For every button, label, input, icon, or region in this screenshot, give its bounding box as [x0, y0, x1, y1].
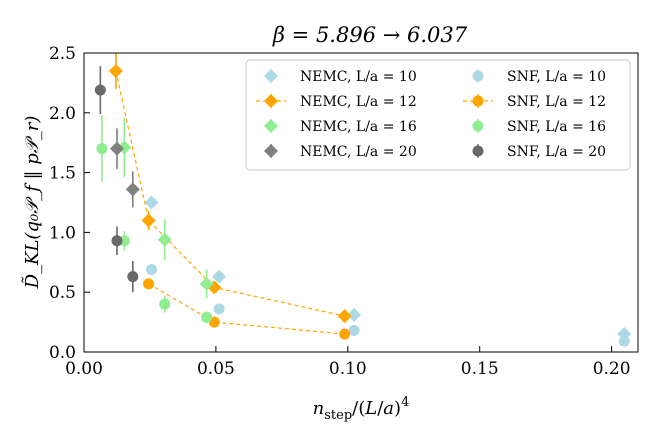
legend-marker-snf-20: [472, 145, 484, 157]
x-axis-title: nstep/(L/a)4: [313, 395, 410, 423]
legend-label-snf-16: SNF, L/a = 16: [507, 119, 606, 135]
legend-marker-snf-12: [472, 95, 484, 107]
x-axis-title-exp: 4: [401, 395, 409, 410]
data-point-snf-10: [146, 263, 158, 275]
data-point-snf-10: [348, 324, 360, 336]
legend-label-snf-10: SNF, L/a = 10: [507, 69, 606, 85]
y-tick-label: 1.5: [49, 164, 76, 184]
data-point-snf-12: [143, 278, 155, 290]
x-axis-title-slash: /: [377, 398, 384, 419]
series-line-nemc-12: [115, 70, 345, 317]
data-markers: [94, 63, 632, 347]
data-point-nemc-16: [157, 232, 172, 247]
x-tick-label: 0.15: [461, 359, 499, 379]
data-point-nemc-20: [109, 141, 124, 156]
legend-label-nemc-16: NEMC, L/a = 16: [300, 119, 417, 135]
x-axis-title-a: a: [383, 398, 394, 419]
series-line-snf-12: [148, 283, 345, 335]
x-axis-title-sub: step: [324, 408, 352, 423]
data-point-snf-12: [339, 328, 351, 340]
data-point-nemc-10: [347, 307, 362, 322]
data-point-nemc-10: [144, 195, 159, 210]
y-tick-label: 0.5: [49, 283, 76, 303]
data-point-snf-10: [213, 303, 225, 315]
chart-title: β = 5.896 → 6.037: [272, 23, 468, 47]
legend-box: [245, 59, 631, 171]
legend-label-snf-20: SNF, L/a = 20: [507, 144, 606, 160]
legend-label-nemc-12: NEMC, L/a = 12: [300, 94, 417, 110]
x-axis: 0.00 0.05 0.10 0.15 0.20: [65, 346, 631, 379]
data-point-nemc-12: [108, 63, 123, 78]
legend-label-nemc-20: NEMC, L/a = 20: [300, 144, 417, 160]
x-tick-label: 0.20: [593, 359, 631, 379]
x-tick-label: 0.00: [65, 359, 103, 379]
data-point-snf-20: [94, 84, 106, 96]
series-lines: [115, 70, 345, 335]
data-point-nemc-12: [337, 309, 352, 324]
legend-marker-nemc-12: [264, 94, 278, 108]
data-point-snf-20: [127, 271, 139, 283]
data-point-snf-20: [111, 235, 123, 247]
x-tick-label: 0.10: [329, 359, 367, 379]
plot-frame: [83, 52, 639, 353]
data-point-snf-16: [159, 298, 171, 310]
legend-label-nemc-10: NEMC, L/a = 10: [300, 69, 417, 85]
data-point-snf-16: [96, 143, 108, 155]
y-tick-label: 1.0: [49, 223, 76, 243]
x-axis-title-close: ): [394, 398, 401, 419]
x-axis-title-n: n: [313, 398, 325, 419]
x-tick-label: 0.05: [197, 359, 235, 379]
y-axis: 0.0 0.5 1.0 1.5 2.0 2.5: [49, 44, 90, 363]
legend-marker-snf-10: [472, 70, 484, 82]
x-axis-title-rest: /(: [352, 398, 365, 419]
y-tick-label: 2.0: [49, 104, 76, 124]
data-point-snf-16: [201, 311, 213, 323]
data-point-snf-10: [618, 335, 630, 347]
data-point-nemc-20: [125, 182, 140, 197]
data-point-nemc-10: [212, 269, 227, 284]
data-point-nemc-12: [141, 213, 156, 228]
y-axis-title: D̃_KL(q₀𝒫_f ‖ p𝒫_r): [21, 116, 43, 290]
legend-marker-snf-16: [472, 120, 484, 132]
legend-label-snf-12: SNF, L/a = 12: [507, 94, 606, 110]
legend-marker-nemc-16: [264, 119, 278, 133]
legend-marker-nemc-10: [264, 69, 278, 83]
x-axis-title-L: L: [364, 398, 377, 419]
y-tick-label: 2.5: [49, 44, 76, 64]
data-point-nemc-16: [199, 276, 214, 291]
y-tick-label: 0.0: [49, 343, 76, 363]
legend: NEMC, L/a = 10 NEMC, L/a = 12 NEMC, L/a = …: [245, 59, 631, 171]
legend-marker-nemc-20: [264, 144, 278, 158]
